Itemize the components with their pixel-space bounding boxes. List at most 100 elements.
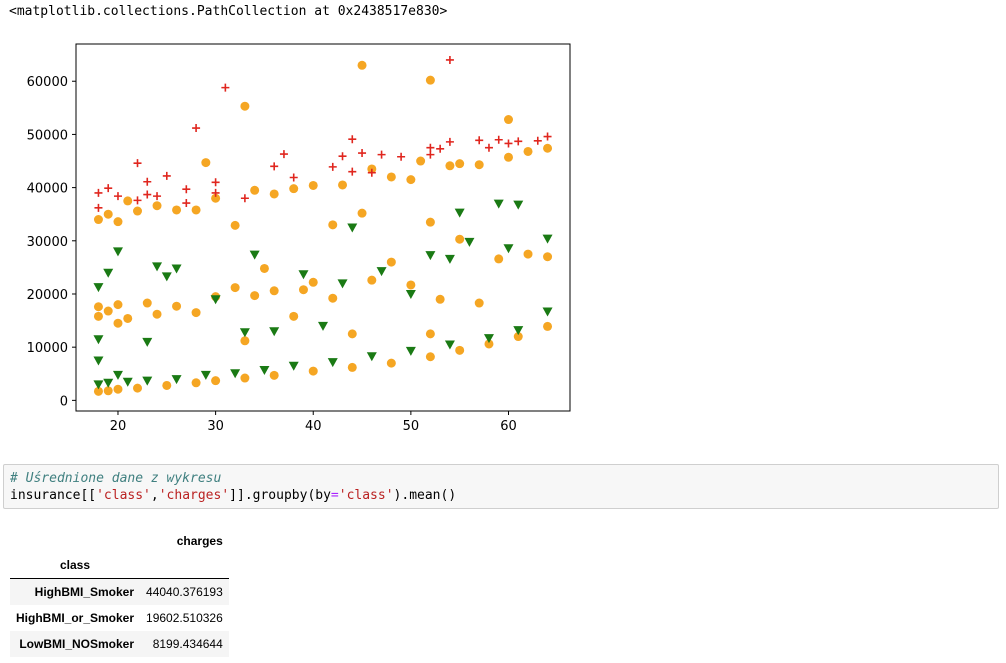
y-tick-label: 50000 (27, 128, 68, 143)
output-repr-text: <matplotlib.collections.PathCollection a… (9, 4, 448, 19)
data-point-plus (240, 194, 249, 203)
output-dataframe: charges class HighBMI_Smoker 44040.37619… (10, 530, 229, 657)
data-point-triangle (337, 279, 348, 289)
data-point-circle (133, 206, 143, 216)
data-point-plus (94, 188, 103, 197)
data-point-circle (152, 309, 162, 319)
data-point-triangle (347, 223, 358, 233)
data-point-triangle (161, 272, 172, 282)
index-empty-cell (140, 552, 229, 579)
data-point-circle (250, 291, 260, 301)
data-point-plus (153, 192, 162, 201)
data-point-plus (494, 135, 503, 144)
data-point-circle (386, 257, 396, 267)
data-point-plus (358, 149, 367, 158)
data-point-circle (523, 249, 533, 259)
table-row: HighBMI_Smoker 44040.376193 (10, 578, 229, 605)
data-point-plus (270, 162, 279, 171)
data-point-circle (191, 378, 201, 388)
data-point-plus (211, 178, 220, 187)
data-point-circle (269, 370, 279, 380)
data-point-triangle (327, 358, 338, 368)
data-point-circle (191, 205, 201, 215)
y-tick-label: 60000 (27, 75, 68, 90)
data-point-plus (338, 152, 347, 161)
code-token: insurance[[ (10, 488, 97, 503)
code-cell[interactable]: # Uśrednione dane z wykresu insurance[['… (3, 464, 999, 509)
code-token: 'class' (96, 488, 151, 503)
data-point-plus (436, 144, 445, 153)
data-point-plus (211, 188, 220, 197)
data-point-circle (455, 234, 465, 244)
data-point-triangle (503, 244, 514, 254)
data-point-plus (504, 139, 513, 148)
code-token: , (150, 488, 159, 503)
data-point-circle (191, 308, 201, 318)
data-point-circle (347, 329, 357, 339)
data-point-plus (192, 124, 201, 133)
data-point-circle (543, 252, 553, 262)
data-point-circle (269, 286, 279, 296)
index-name-class: class (10, 552, 141, 579)
data-point-plus (514, 137, 523, 146)
data-point-plus (113, 192, 122, 201)
data-point-triangle (513, 326, 524, 336)
data-point-circle (328, 293, 338, 303)
data-point-triangle (513, 200, 524, 210)
table-row: HighBMI_or_Smoker 19602.510326 (10, 605, 229, 631)
data-point-circle (425, 329, 435, 339)
data-point-triangle (376, 267, 387, 277)
dataframe-table: charges class HighBMI_Smoker 44040.37619… (10, 530, 229, 657)
data-point-triangle (171, 375, 182, 385)
data-point-triangle (288, 361, 299, 371)
code-comment: # Uśrednione dane z wykresu (10, 471, 222, 486)
data-point-plus (445, 55, 454, 64)
data-point-plus (162, 171, 171, 180)
data-point-circle (152, 201, 162, 211)
data-point-circle (357, 208, 367, 218)
x-tick-label: 50 (403, 419, 420, 434)
data-point-circle (298, 285, 308, 295)
data-point-circle (513, 332, 523, 342)
data-point-triangle (103, 378, 114, 388)
data-point-circle (455, 159, 465, 169)
data-point-plus (475, 136, 484, 145)
data-point-circle (425, 352, 435, 362)
data-point-circle (289, 184, 299, 194)
data-point-plus (484, 143, 493, 152)
data-point-triangle (112, 247, 123, 257)
data-point-circle (93, 302, 103, 312)
data-point-circle (328, 220, 338, 230)
data-point-triangle (444, 254, 455, 264)
data-point-triangle (210, 295, 221, 305)
data-point-plus (133, 196, 142, 205)
data-point-circle (211, 376, 221, 386)
data-point-circle (523, 146, 533, 156)
data-point-circle (406, 175, 416, 185)
data-point-circle (240, 373, 250, 383)
data-point-circle (93, 215, 103, 225)
y-tick-label: 10000 (27, 341, 68, 356)
data-point-triangle (444, 340, 455, 350)
data-point-triangle (239, 328, 250, 338)
data-point-triangle (122, 377, 133, 387)
data-point-triangle (425, 251, 436, 261)
y-tick-label: 40000 (27, 182, 68, 197)
code-line: insurance[['class','charges']].groupby(b… (10, 488, 456, 503)
code-token: 'charges' (158, 488, 230, 503)
data-point-circle (211, 193, 221, 203)
data-point-circle (93, 311, 103, 321)
data-point-plus (348, 167, 357, 176)
data-point-triangle (259, 366, 270, 376)
data-point-circle (308, 277, 318, 287)
data-point-triangle (454, 208, 465, 218)
data-point-circle (113, 300, 123, 310)
data-point-circle (162, 380, 172, 390)
data-point-circle (240, 101, 250, 111)
data-point-circle (113, 384, 123, 394)
data-point-plus (377, 150, 386, 159)
data-point-triangle (142, 337, 153, 347)
data-point-circle (474, 298, 484, 308)
data-point-circle (338, 180, 348, 190)
x-tick-label: 30 (207, 419, 224, 434)
